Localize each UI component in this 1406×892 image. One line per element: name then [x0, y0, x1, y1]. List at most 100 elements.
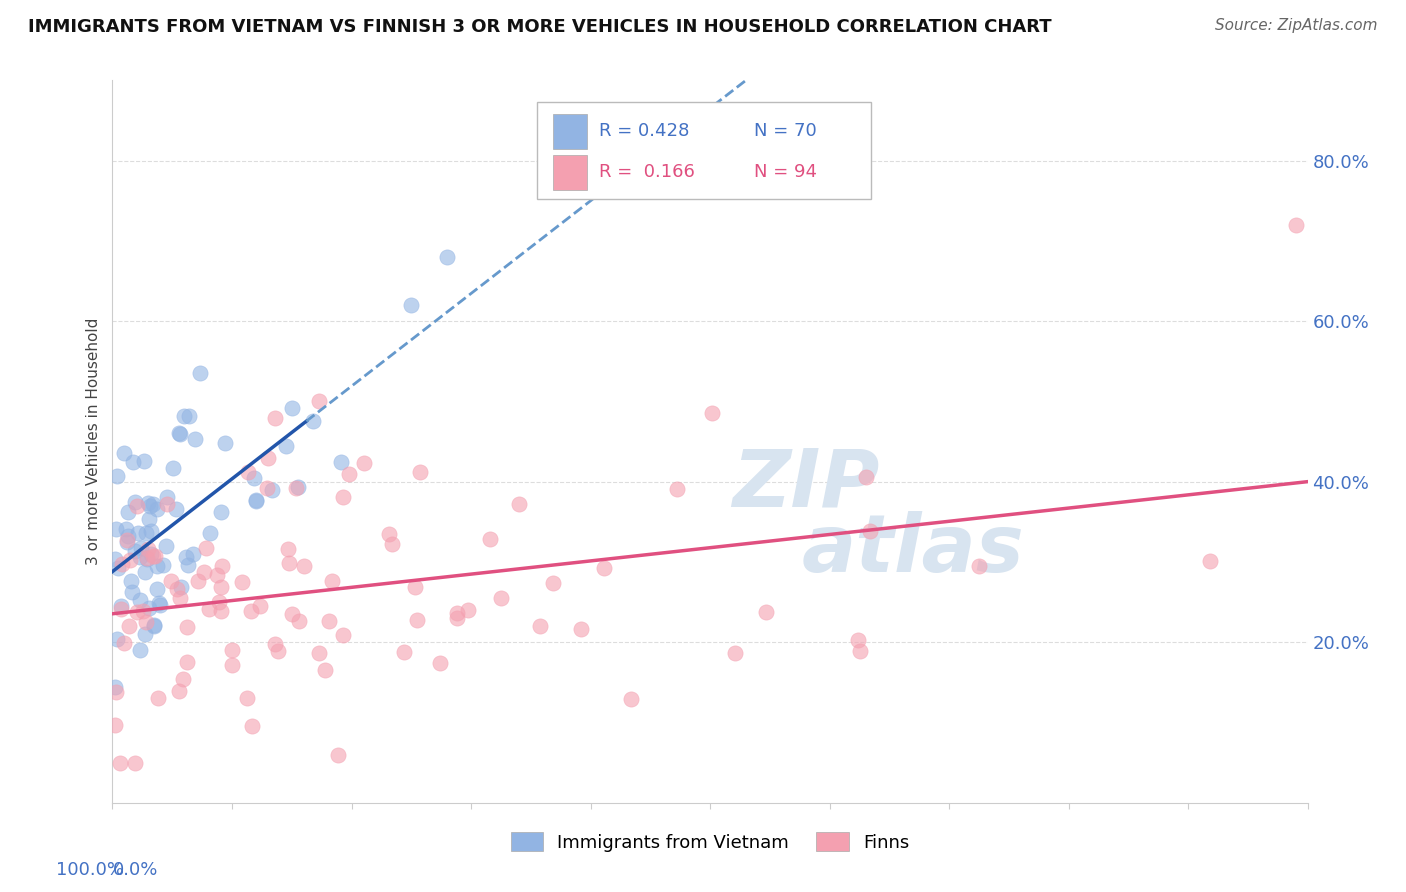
Point [145, 558, 167, 573]
Point [129, 541, 152, 556]
Point [264, 637, 287, 651]
Point [332, 490, 354, 504]
Text: ZIP: ZIP [733, 446, 879, 524]
Text: 100.0%: 100.0% [56, 861, 125, 879]
Point [429, 656, 451, 670]
Point [117, 505, 139, 519]
Point [339, 467, 361, 481]
Point [231, 574, 253, 589]
Point [155, 539, 177, 553]
Point [169, 591, 191, 605]
Text: R = 0.428: R = 0.428 [599, 122, 689, 140]
Point [308, 646, 330, 660]
Point [124, 544, 146, 558]
Point [167, 684, 190, 698]
Point [409, 465, 432, 479]
Text: 0.0%: 0.0% [112, 861, 157, 879]
Point [848, 633, 870, 648]
Point [114, 636, 136, 650]
Point [277, 557, 299, 571]
Point [146, 582, 169, 596]
Point [136, 550, 159, 565]
Point [1199, 554, 1222, 568]
Point [105, 685, 128, 699]
Point [143, 619, 166, 633]
Point [855, 469, 877, 483]
Point [245, 494, 267, 508]
Point [169, 427, 191, 442]
Point [593, 561, 616, 575]
Point [236, 465, 259, 479]
Point [318, 614, 340, 628]
Text: Source: ZipAtlas.com: Source: ZipAtlas.com [1215, 18, 1378, 33]
Point [128, 525, 150, 540]
Point [138, 496, 160, 510]
Point [205, 567, 228, 582]
Point [124, 495, 146, 509]
Point [479, 532, 502, 546]
Point [274, 439, 297, 453]
Point [166, 502, 188, 516]
Point [104, 718, 127, 732]
Point [176, 619, 198, 633]
Y-axis label: 3 or more Vehicles in Household: 3 or more Vehicles in Household [86, 318, 101, 566]
Point [162, 461, 184, 475]
Point [1285, 218, 1308, 232]
Legend: Immigrants from Vietnam, Finns: Immigrants from Vietnam, Finns [496, 818, 924, 866]
Point [181, 548, 204, 562]
Point [167, 426, 190, 441]
Point [288, 614, 311, 628]
Text: N = 70: N = 70 [754, 122, 817, 140]
Point [134, 565, 156, 579]
Point [267, 644, 290, 658]
Point [235, 690, 257, 705]
Point [110, 602, 132, 616]
Point [755, 605, 778, 619]
Point [142, 618, 165, 632]
Point [240, 604, 263, 618]
Point [287, 480, 309, 494]
Point [129, 549, 152, 564]
Point [134, 453, 156, 467]
Point [148, 596, 170, 610]
Point [172, 672, 194, 686]
Point [118, 619, 141, 633]
Point [301, 414, 323, 428]
Point [257, 451, 280, 466]
Point [292, 558, 315, 573]
Point [378, 527, 401, 541]
Point [308, 393, 330, 408]
Point [508, 497, 530, 511]
Point [143, 549, 166, 563]
Point [243, 471, 266, 485]
Point [141, 548, 163, 562]
Point [529, 618, 551, 632]
Point [209, 504, 232, 518]
Text: N = 94: N = 94 [754, 163, 817, 181]
Point [128, 593, 150, 607]
Text: atlas: atlas [801, 511, 1025, 589]
Point [138, 600, 160, 615]
Point [179, 409, 201, 423]
Point [401, 298, 423, 312]
Point [112, 446, 135, 460]
Point [262, 483, 284, 497]
Point [326, 747, 349, 762]
Point [184, 432, 207, 446]
Point [136, 542, 159, 557]
Point [280, 401, 302, 415]
Point [457, 603, 479, 617]
Point [115, 535, 138, 549]
Point [406, 613, 429, 627]
Point [329, 455, 352, 469]
Point [152, 558, 174, 572]
Point [135, 526, 157, 541]
Point [146, 691, 169, 706]
Point [156, 490, 179, 504]
Point [245, 493, 267, 508]
Point [197, 601, 219, 615]
Point [404, 580, 426, 594]
Point [188, 366, 211, 380]
Point [446, 606, 468, 620]
Point [105, 632, 128, 646]
